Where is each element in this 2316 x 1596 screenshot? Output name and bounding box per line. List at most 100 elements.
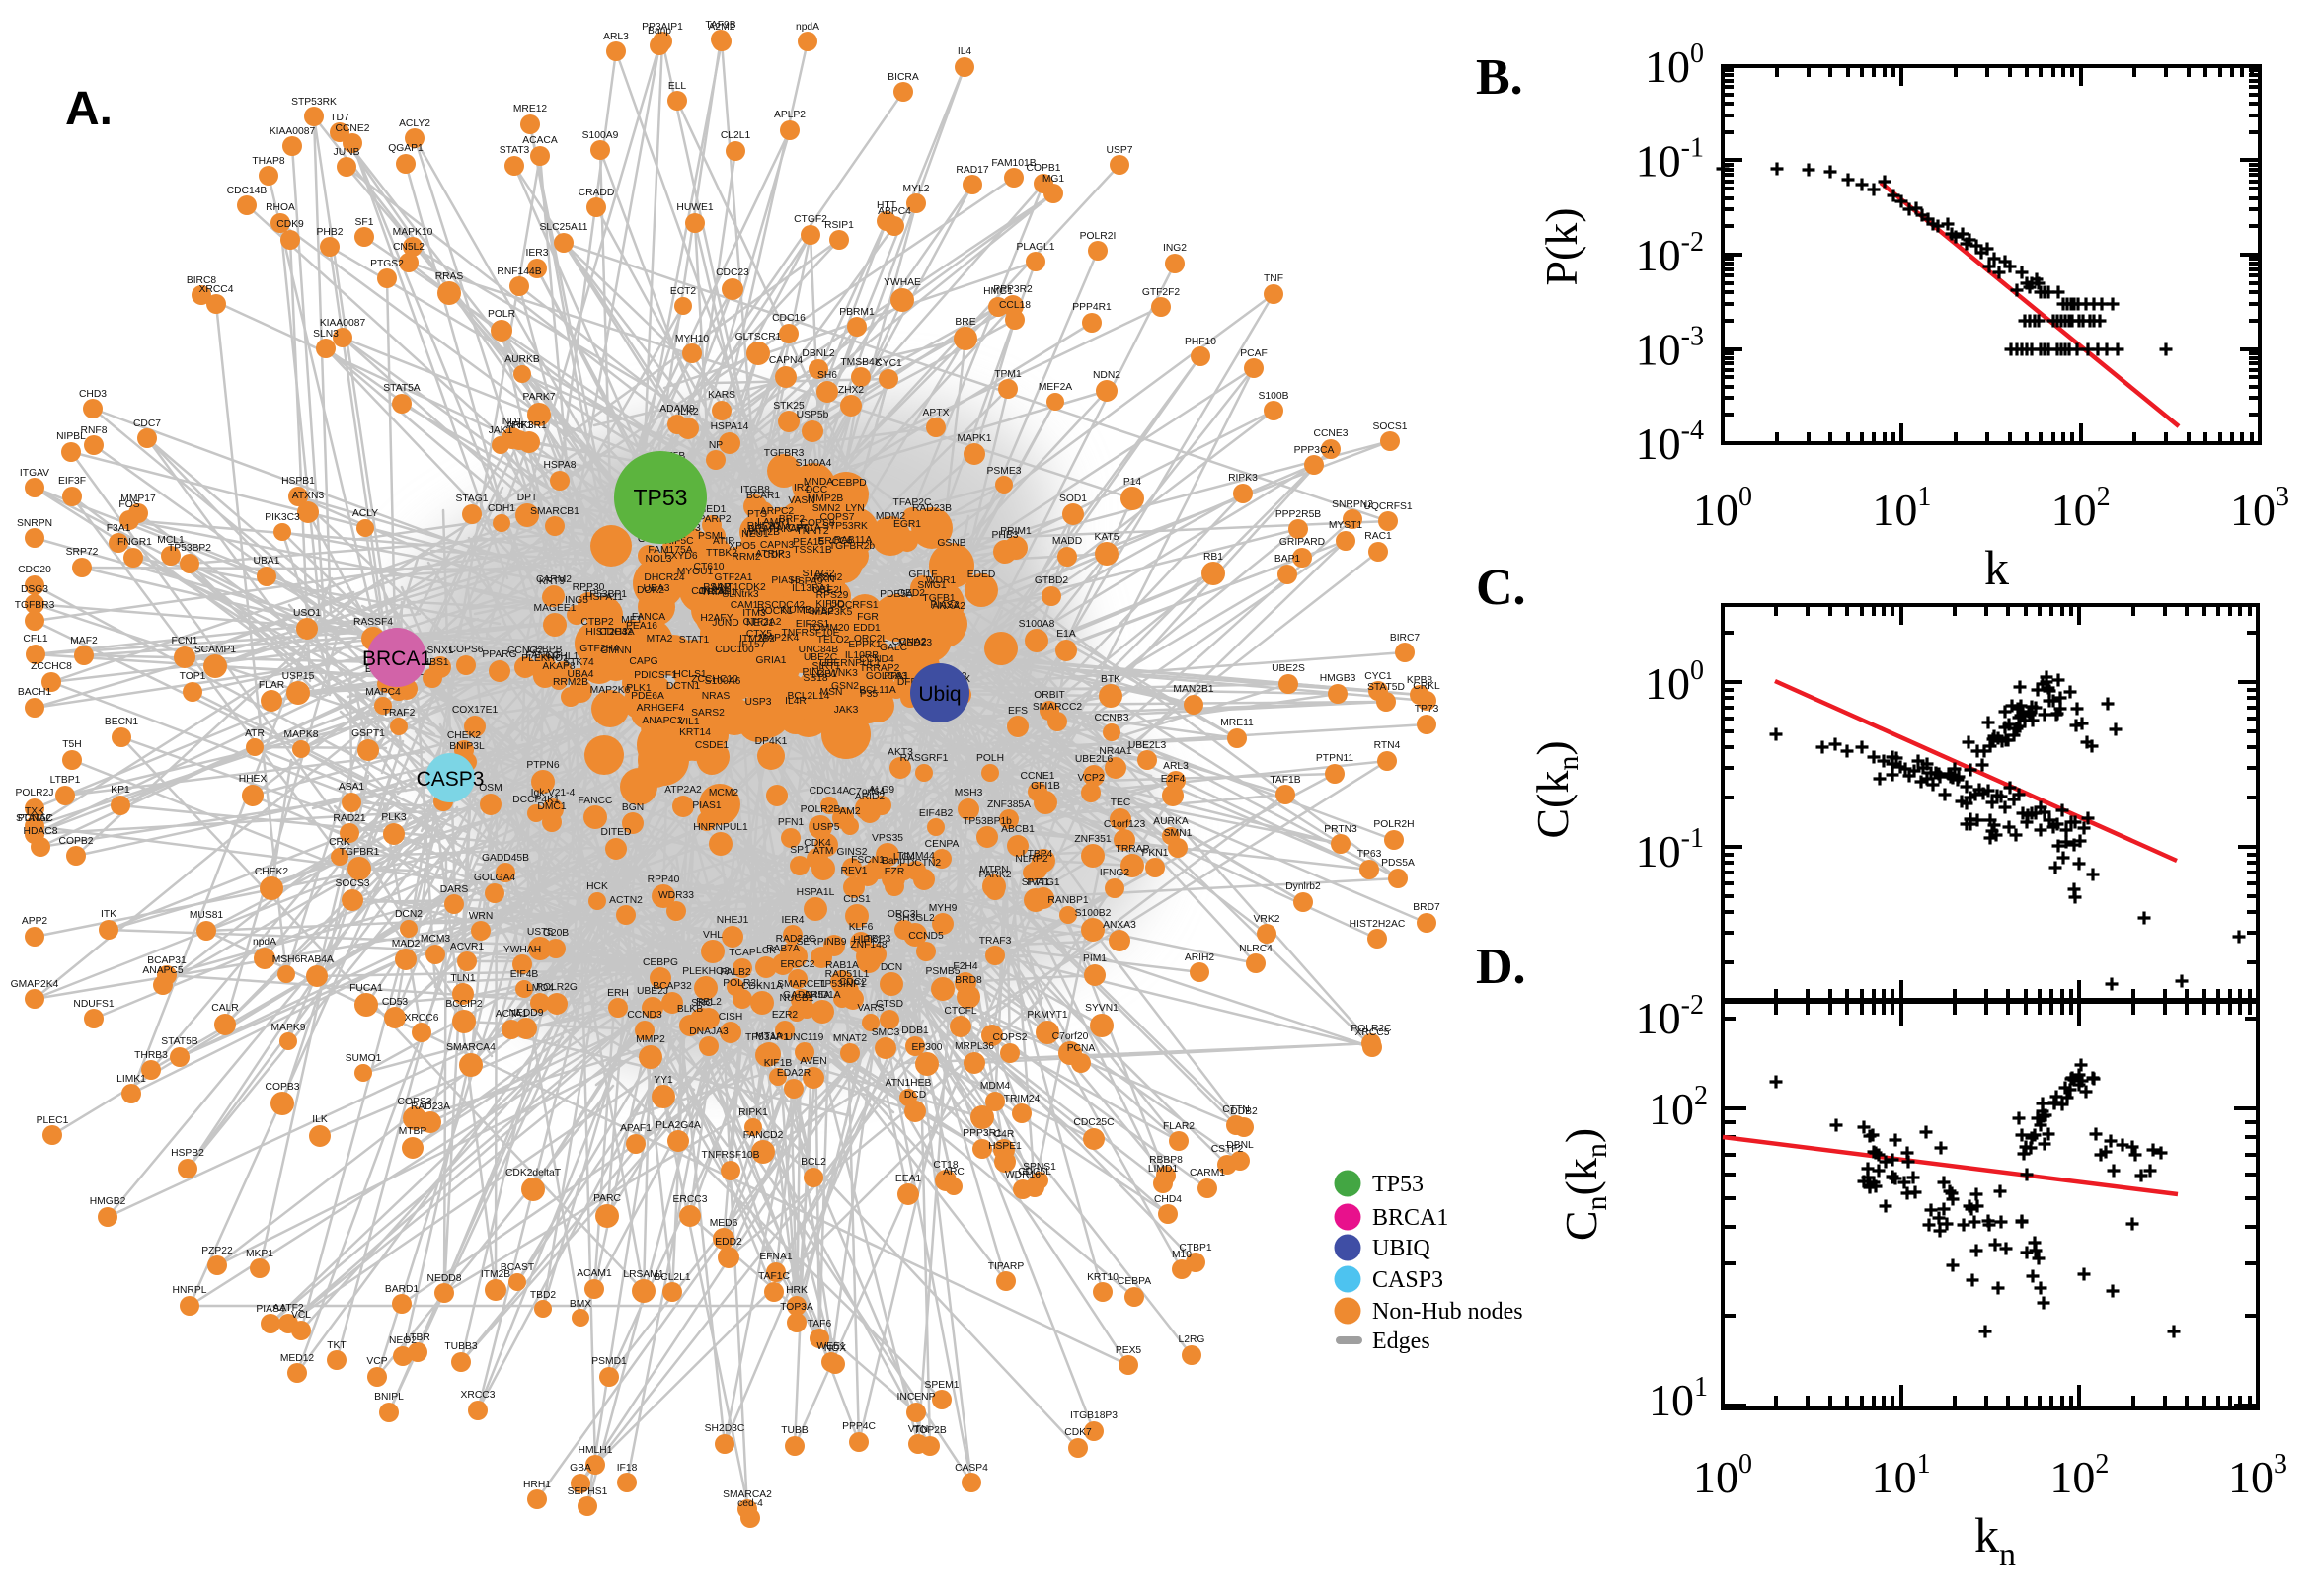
svg-text:NHEJ1: NHEJ1 [717, 915, 749, 926]
svg-text:SCAMP1: SCAMP1 [194, 645, 237, 655]
svg-text:VCP: VCP [366, 1356, 387, 1367]
svg-text:CDK2deltaT: CDK2deltaT [505, 1168, 562, 1178]
svg-text:PIAS5: PIAS5 [771, 575, 800, 586]
svg-text:HCLS1: HCLS1 [673, 669, 706, 680]
svg-text:CDK9: CDK9 [276, 219, 304, 230]
svg-text:Ubiq: Ubiq [918, 683, 961, 706]
svg-text:PHF10: PHF10 [1185, 337, 1216, 347]
svg-text:DCN: DCN [881, 962, 902, 973]
svg-text:KIF5D: KIF5D [815, 599, 844, 610]
svg-text:POLR2H: POLR2H [1373, 819, 1414, 830]
svg-text:npdA: npdA [796, 22, 819, 33]
svg-text:S100A8: S100A8 [1019, 619, 1055, 630]
svg-text:SMN1: SMN1 [1164, 828, 1193, 839]
svg-text:CCND3: CCND3 [627, 1010, 662, 1021]
svg-text:EFNA1: EFNA1 [759, 1252, 792, 1262]
svg-text:STAT5D: STAT5D [1367, 682, 1405, 693]
svg-text:TAF1C: TAF1C [758, 1271, 790, 1282]
svg-text:ADAM9: ADAM9 [659, 404, 695, 415]
svg-text:EFS: EFS [1008, 706, 1028, 717]
svg-text:PLA2G4A: PLA2G4A [656, 1120, 701, 1131]
svg-text:XRCC3: XRCC3 [461, 1390, 496, 1401]
svg-text:MAD2: MAD2 [392, 939, 421, 950]
svg-text:RAD21: RAD21 [333, 813, 365, 824]
svg-text:PDS5A: PDS5A [1381, 858, 1415, 869]
svg-text:GSPT1: GSPT1 [351, 728, 385, 739]
svg-text:CCND5: CCND5 [908, 931, 944, 942]
svg-text:PZP22: PZP22 [201, 1246, 233, 1256]
svg-text:TAF6: TAF6 [808, 1319, 832, 1330]
svg-text:THRB3: THRB3 [134, 1050, 168, 1061]
svg-text:S100B: S100B [1259, 391, 1289, 402]
svg-text:BLKB: BLKB [677, 1004, 703, 1015]
svg-text:MAPK9: MAPK9 [271, 1023, 306, 1033]
svg-text:SH6: SH6 [817, 370, 837, 381]
svg-text:GSN2: GSN2 [831, 681, 859, 692]
svg-text:MYOU1: MYOU1 [677, 567, 714, 577]
svg-text:ARC: ARC [943, 1167, 965, 1178]
svg-text:GLTSCR1: GLTSCR1 [735, 332, 782, 342]
svg-text:GTBD2: GTBD2 [1035, 575, 1069, 586]
svg-text:STAG1: STAG1 [456, 494, 489, 504]
svg-text:MRE12: MRE12 [513, 104, 548, 114]
svg-text:RAB7A: RAB7A [766, 944, 800, 954]
svg-text:RASSF4: RASSF4 [353, 617, 393, 628]
svg-text:MUS81: MUS81 [190, 910, 224, 921]
svg-text:WDR33: WDR33 [658, 890, 694, 901]
svg-text:DBNL2: DBNL2 [802, 348, 834, 359]
svg-text:DSG3: DSG3 [21, 584, 48, 595]
svg-text:TIPARP: TIPARP [988, 1261, 1025, 1272]
svg-text:MAP2K6: MAP2K6 [590, 685, 631, 696]
svg-text:APLP2: APLP2 [774, 110, 806, 120]
svg-text:HMGB3: HMGB3 [1320, 673, 1356, 684]
svg-text:PCAF: PCAF [1240, 348, 1267, 359]
svg-text:RB1: RB1 [1203, 552, 1223, 563]
svg-text:TP63: TP63 [1357, 849, 1382, 860]
svg-text:VPS35: VPS35 [872, 833, 903, 844]
svg-text:NDUFS1: NDUFS1 [73, 999, 114, 1010]
svg-text:CAPN3: CAPN3 [760, 540, 795, 551]
svg-text:CSDE1: CSDE1 [695, 740, 730, 751]
svg-text:PRIM1: PRIM1 [1000, 526, 1032, 537]
svg-text:C(kn): C(kn) [1527, 740, 1584, 838]
svg-text:PIM1: PIM1 [1083, 953, 1107, 964]
svg-text:PARP2: PARP2 [698, 514, 731, 525]
svg-text:TRAF2: TRAF2 [383, 708, 416, 719]
svg-text:ARHGEF4: ARHGEF4 [637, 703, 685, 714]
svg-text:ACVR1: ACVR1 [450, 942, 485, 952]
svg-text:BNIPL: BNIPL [374, 1392, 404, 1403]
svg-text:HHEX: HHEX [239, 774, 268, 785]
svg-text:ITGB18P3: ITGB18P3 [1070, 1410, 1118, 1421]
svg-text:PKMYT1: PKMYT1 [1027, 1010, 1067, 1021]
svg-text:POLR2B: POLR2B [801, 804, 841, 815]
svg-text:SS18: SS18 [803, 673, 827, 684]
svg-text:VASN: VASN [788, 495, 814, 506]
svg-text:CALR: CALR [211, 1003, 238, 1014]
svg-text:MYL2: MYL2 [903, 184, 930, 194]
svg-text:THAP8: THAP8 [252, 156, 284, 167]
svg-text:CCL18: CCL18 [999, 300, 1031, 311]
svg-text:TRAF3: TRAF3 [979, 936, 1012, 947]
svg-text:ATP2A2: ATP2A2 [664, 785, 702, 796]
svg-text:FXYD6: FXYD6 [664, 551, 697, 562]
svg-text:CEBPA: CEBPA [1118, 1276, 1151, 1287]
svg-text:FLAR2: FLAR2 [1163, 1121, 1195, 1132]
svg-text:UQCRFS1: UQCRFS1 [1363, 501, 1412, 512]
svg-text:H2AFY: H2AFY [700, 613, 733, 624]
svg-text:TMSB4X: TMSB4X [840, 357, 881, 368]
svg-text:Banp: Banp [882, 856, 905, 867]
svg-text:AURKA: AURKA [1153, 816, 1189, 827]
svg-text:BTK: BTK [1101, 674, 1120, 685]
svg-text:KRT10: KRT10 [1087, 1272, 1119, 1283]
svg-text:EEA1: EEA1 [895, 1174, 922, 1184]
svg-text:CYC1: CYC1 [1364, 671, 1392, 682]
svg-text:MKP1: MKP1 [246, 1249, 273, 1259]
svg-text:EDA2R: EDA2R [777, 1068, 811, 1079]
svg-text:CEBPG: CEBPG [643, 957, 678, 968]
svg-text:ABPC4: ABPC4 [878, 206, 911, 217]
svg-text:MSH3: MSH3 [955, 788, 983, 798]
svg-text:TUBB: TUBB [781, 1425, 809, 1436]
svg-text:UBE2I: UBE2I [812, 585, 842, 596]
svg-text:F3A1: F3A1 [107, 523, 131, 534]
svg-text:ILK: ILK [312, 1114, 328, 1125]
